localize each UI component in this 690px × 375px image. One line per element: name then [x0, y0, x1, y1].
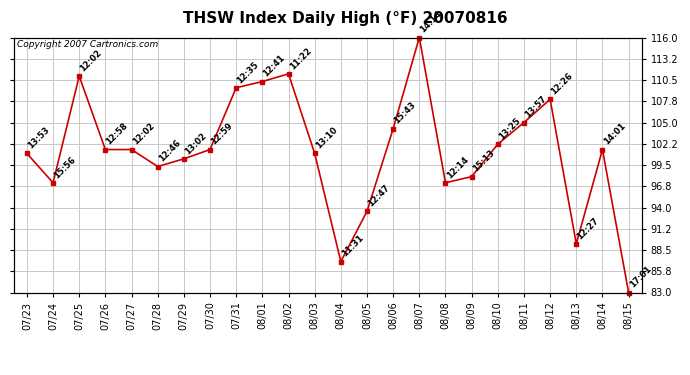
Text: 13:25: 13:25 [497, 116, 522, 141]
Text: 11:31: 11:31 [340, 234, 365, 259]
Text: 12:58: 12:58 [105, 122, 130, 147]
Text: 13:53: 13:53 [26, 126, 51, 151]
Text: 12:41: 12:41 [262, 53, 287, 79]
Text: Copyright 2007 Cartronics.com: Copyright 2007 Cartronics.com [17, 40, 158, 49]
Text: 12:59: 12:59 [209, 122, 235, 147]
Text: 13:10: 13:10 [314, 126, 339, 151]
Text: 12:26: 12:26 [549, 71, 575, 96]
Text: 12:27: 12:27 [575, 216, 601, 241]
Text: 12:35: 12:35 [235, 60, 261, 85]
Text: 13:57: 13:57 [523, 94, 549, 120]
Text: 15:43: 15:43 [393, 100, 417, 126]
Text: 15:56: 15:56 [52, 154, 77, 180]
Text: 12:14: 12:14 [444, 154, 470, 180]
Text: 13:02: 13:02 [183, 131, 208, 156]
Text: 12:02: 12:02 [130, 122, 156, 147]
Text: 12:47: 12:47 [366, 183, 391, 209]
Text: 15:13: 15:13 [471, 148, 496, 174]
Text: 11:22: 11:22 [288, 46, 313, 71]
Text: 14:01: 14:01 [602, 122, 627, 147]
Text: THSW Index Daily High (°F) 20070816: THSW Index Daily High (°F) 20070816 [183, 11, 507, 26]
Text: 14:14: 14:14 [419, 9, 444, 35]
Text: 17:01: 17:01 [628, 264, 653, 290]
Text: 12:46: 12:46 [157, 138, 182, 164]
Text: 12:02: 12:02 [79, 48, 103, 74]
